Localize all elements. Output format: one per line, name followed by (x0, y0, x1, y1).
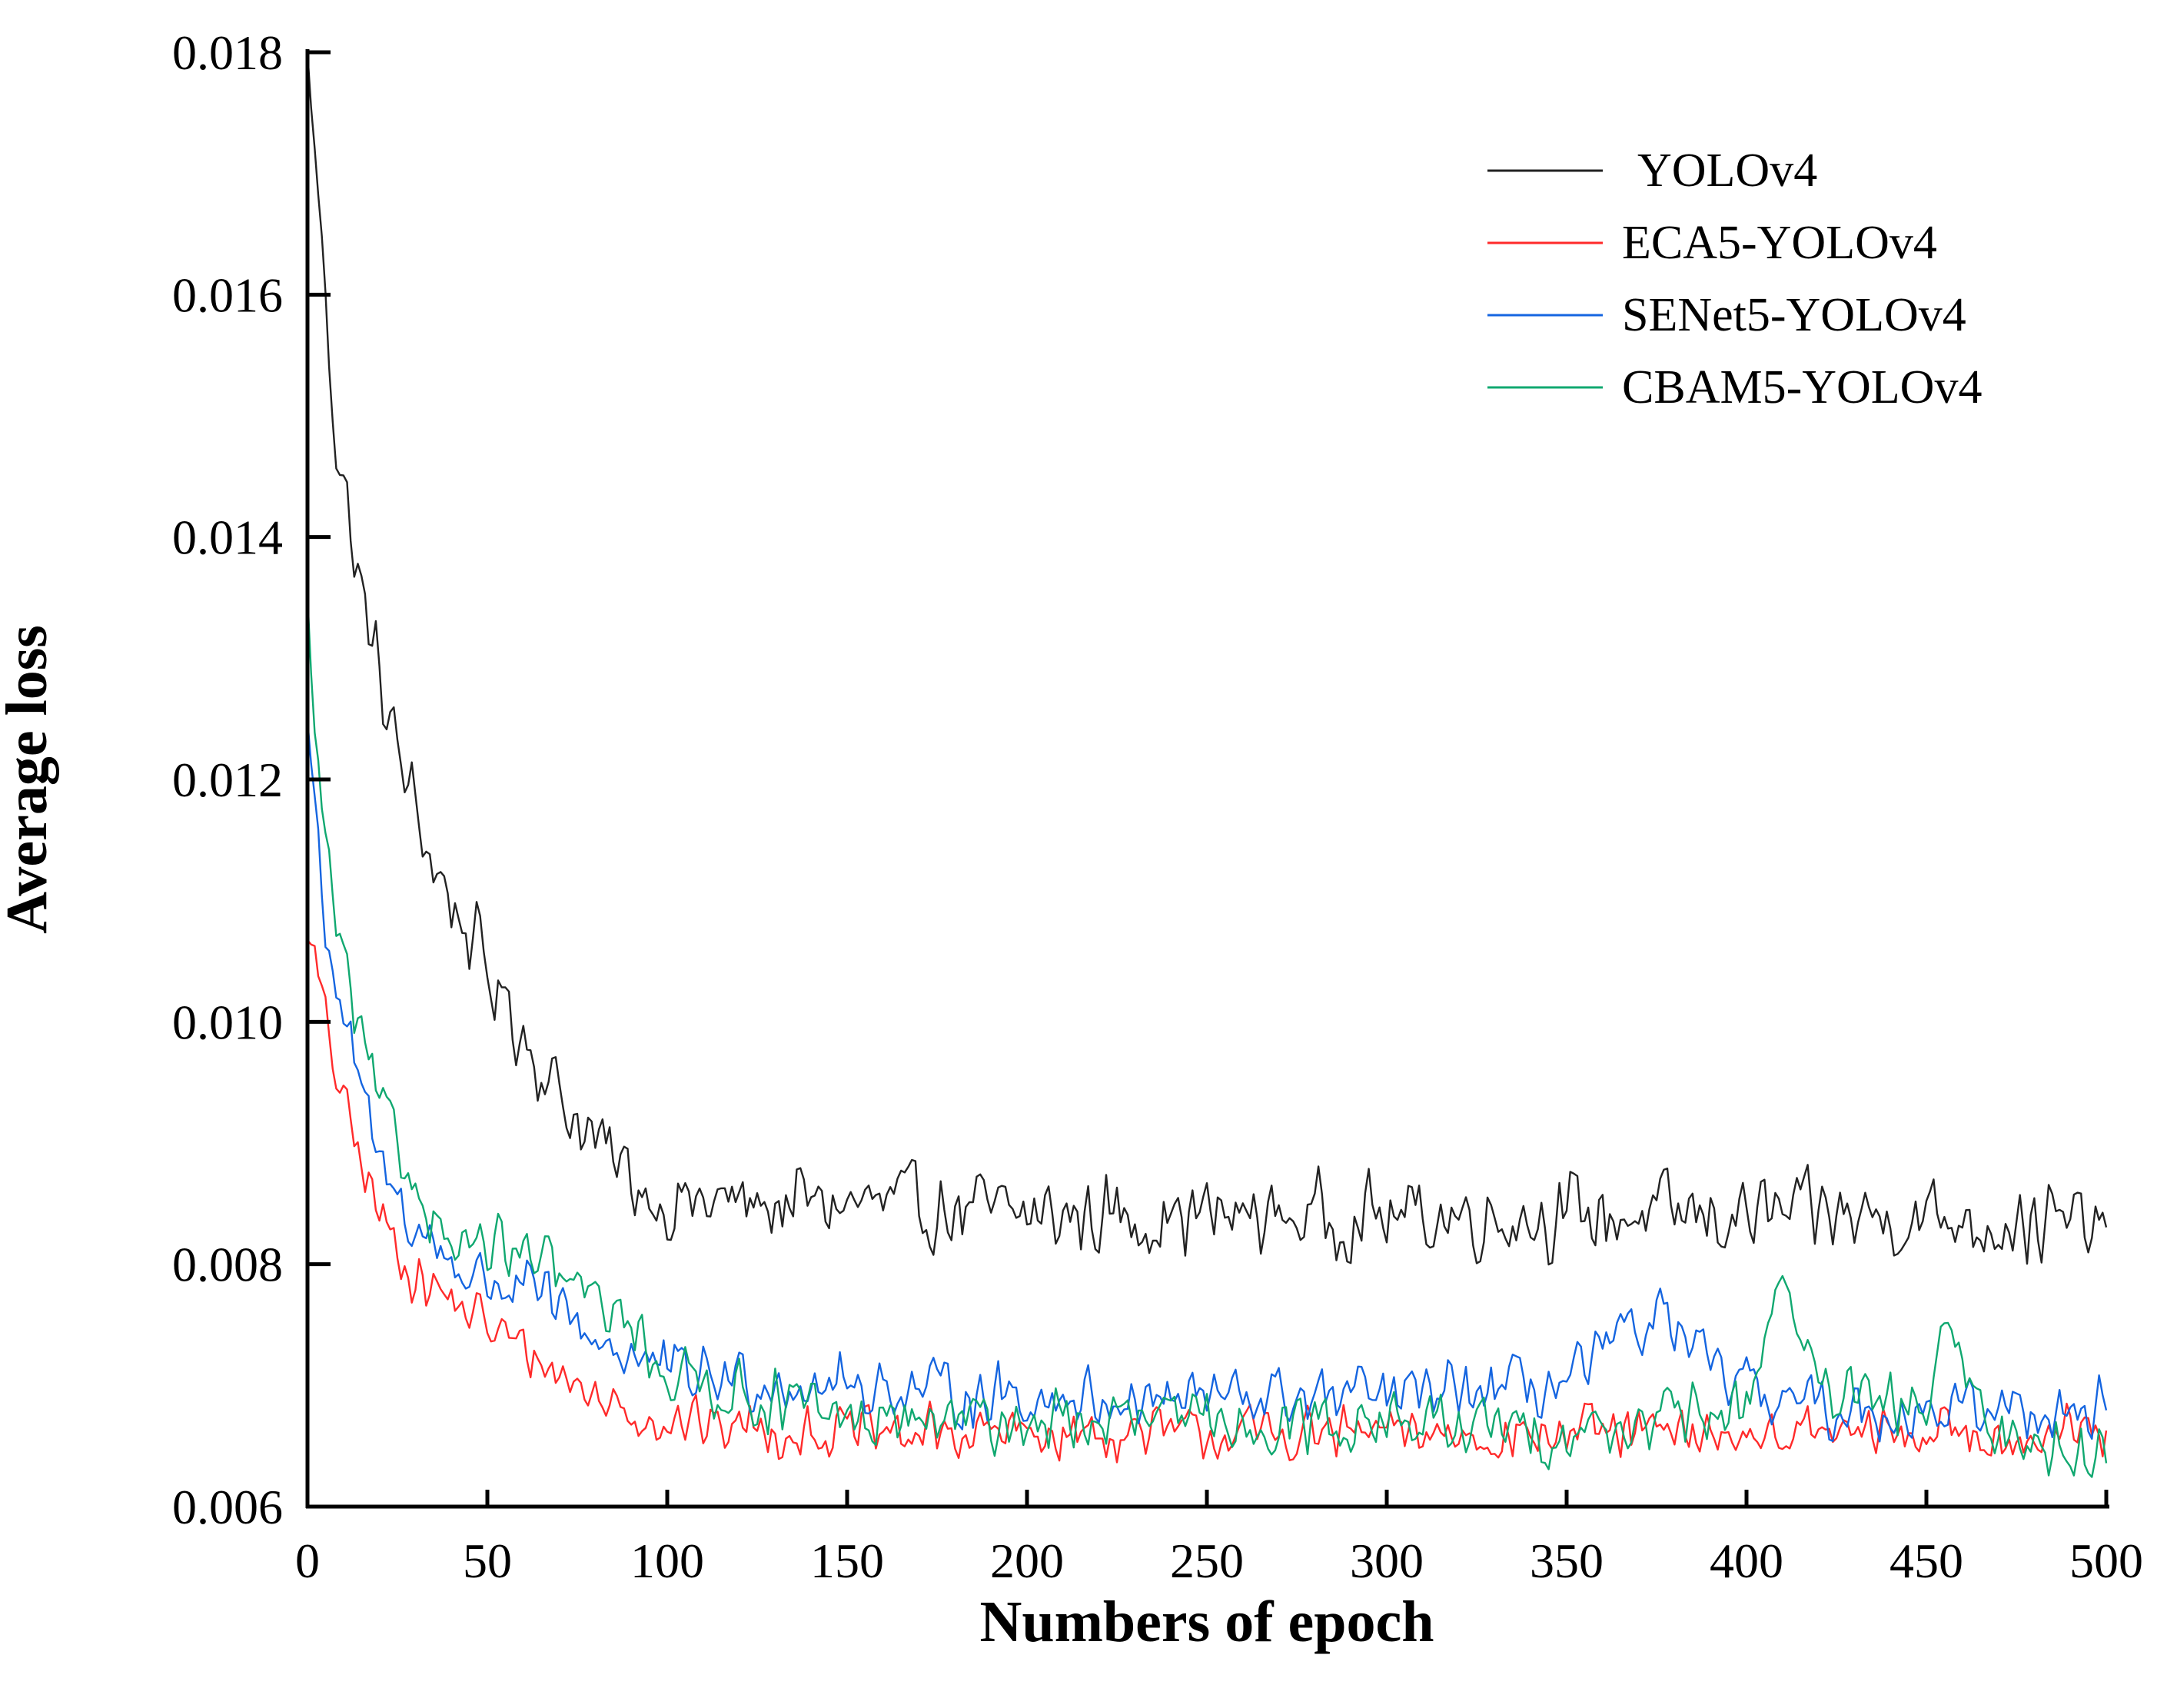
x-axis-title: Numbers of epoch (979, 1590, 1434, 1654)
x-tick-label: 400 (1710, 1534, 1783, 1588)
y-tick-label: 0.018 (172, 25, 283, 80)
series-layer (306, 52, 2108, 1478)
y-tick-label: 0.010 (172, 995, 283, 1049)
x-tick-label: 350 (1530, 1534, 1604, 1588)
x-tick-label: 200 (990, 1534, 1064, 1588)
y-tick-label: 0.006 (172, 1480, 283, 1534)
legend-label-senet5-yolov4: SENet5-YOLOv4 (1622, 289, 1966, 341)
x-tick-label: 50 (463, 1534, 512, 1588)
legend-label-eca5-yolov4: ECA5-YOLOv4 (1622, 217, 1937, 269)
x-tick-label: 300 (1350, 1534, 1424, 1588)
y-tick-label: 0.014 (172, 510, 283, 565)
x-tick-label: 100 (630, 1534, 704, 1588)
tick-layer: 0 50 100 150 200 250 300 350 400 450 500 0.006 0.008… (172, 25, 2143, 1588)
y-tick-label: 0.016 (172, 267, 283, 322)
x-tick-label: 450 (1889, 1534, 1963, 1588)
y-axis-title: Average loss (0, 625, 59, 934)
series-line-cbam5-yolov4 (306, 594, 2108, 1478)
y-tick-label: 0.012 (172, 753, 283, 807)
legend-label-yolov4: YOLOv4 (1637, 145, 1817, 197)
x-tick-label: 150 (810, 1534, 884, 1588)
series-line-senet5-yolov4 (306, 719, 2108, 1443)
series-line-yolov4 (306, 52, 2108, 1266)
series-line-eca5-yolov4 (307, 939, 2108, 1464)
x-tick-label: 0 (295, 1534, 320, 1588)
x-tick-label: 500 (2069, 1534, 2143, 1588)
legend-label-cbam5-yolov4: CBAM5-YOLOv4 (1622, 361, 1982, 414)
legend: YOLOv4 ECA5-YOLOv4 SENet5-YOLOv4 CBAM5-YOLO… (1487, 145, 1982, 414)
y-tick-label: 0.008 (172, 1238, 283, 1292)
x-tick-label: 250 (1170, 1534, 1244, 1588)
